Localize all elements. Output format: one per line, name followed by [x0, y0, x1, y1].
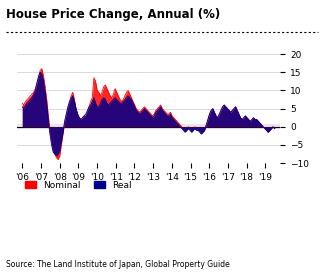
- Text: Source: The Land Institute of Japan, Global Property Guide: Source: The Land Institute of Japan, Glo…: [6, 259, 230, 269]
- Bar: [17, 124, 280, 128]
- Text: House Price Change, Annual (%): House Price Change, Annual (%): [6, 8, 221, 21]
- Legend: Nominal, Real: Nominal, Real: [21, 177, 135, 193]
